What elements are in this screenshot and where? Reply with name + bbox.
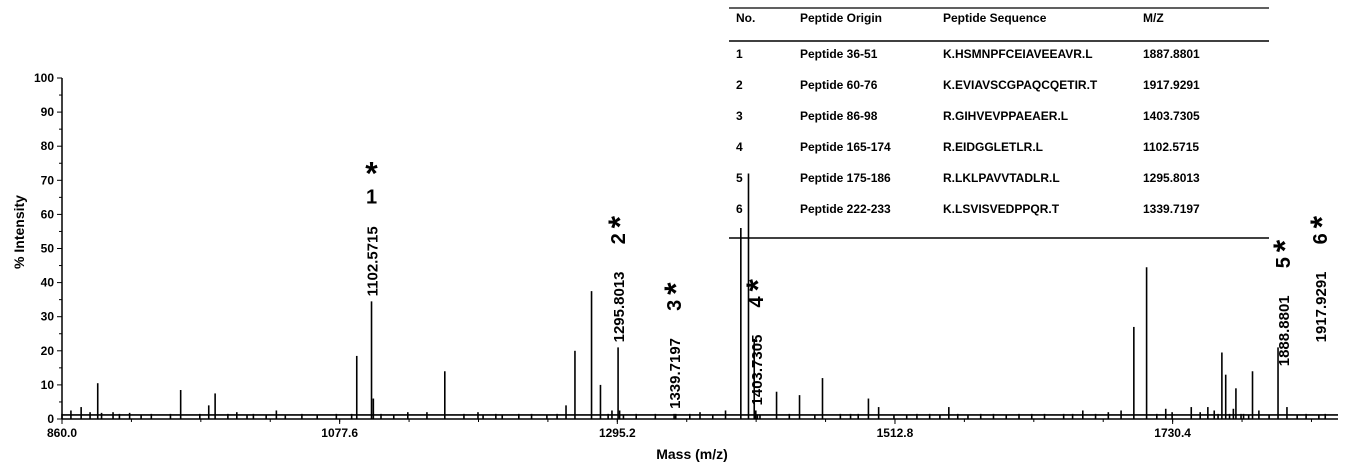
table-header-cell: No. xyxy=(736,11,755,25)
y-tick-label: 40 xyxy=(41,276,55,290)
peak-star: * xyxy=(740,278,776,291)
table-cell: 3 xyxy=(736,109,743,123)
peak-star: * xyxy=(1304,215,1340,228)
peak-star: * xyxy=(365,155,378,191)
x-tick-label: 1512.8 xyxy=(877,426,914,440)
table-cell: 4 xyxy=(736,140,743,154)
x-tick-label: 1730.4 xyxy=(1154,426,1191,440)
x-tick-label: 860.0 xyxy=(47,426,77,440)
y-axis-label: % Intensity xyxy=(11,195,27,269)
peak-mass-label: 1888.8801 xyxy=(1276,295,1293,366)
peak-mass-label: 1295.8013 xyxy=(611,271,628,342)
table-cell: 1295.8013 xyxy=(1143,171,1200,185)
peak-number: 1 xyxy=(366,186,377,208)
table-cell: Peptide 36-51 xyxy=(800,47,878,61)
y-tick-label: 10 xyxy=(41,378,55,392)
table-cell: 6 xyxy=(736,202,743,216)
table-cell: 1 xyxy=(736,47,743,61)
peak-mass-label: 1917.9291 xyxy=(1313,271,1330,342)
y-tick-label: 60 xyxy=(41,207,55,221)
peak-mass-label: 1403.7305 xyxy=(749,335,766,406)
table-cell: 1102.5715 xyxy=(1143,140,1199,154)
table-cell: Peptide 60-76 xyxy=(800,78,878,92)
peptide-table: No. Peptide Origin Peptide Sequence M/Z 1 Pep… xyxy=(729,7,1269,239)
y-tick-label: 90 xyxy=(41,105,55,119)
y-tick-label: 100 xyxy=(34,71,54,85)
y-tick-label: 70 xyxy=(41,173,55,187)
table-cell: K.EVIAVSCGPAQCQETIR.T xyxy=(943,78,1098,92)
table-cell: 1887.8801 xyxy=(1143,47,1200,61)
table-cell: 1339.7197 xyxy=(1143,202,1200,216)
peak-star: * xyxy=(658,282,694,295)
peak-number: 4 xyxy=(746,295,768,307)
x-tick-label: 1295.2 xyxy=(599,426,636,440)
peak-number: 3 xyxy=(664,300,686,311)
table-header-cell: Peptide Sequence xyxy=(943,11,1047,25)
table-cell: 1917.9291 xyxy=(1143,78,1200,92)
peak-mass-label: 1102.5715 xyxy=(365,226,382,296)
table-cell: R.EIDGGLETLR.L xyxy=(943,140,1043,154)
table-cell: 1403.7305 xyxy=(1143,109,1200,123)
table-cell: 5 xyxy=(736,171,743,185)
y-tick-label: 20 xyxy=(41,344,55,358)
table-cell: Peptide 175-186 xyxy=(800,171,891,185)
y-tick-label: 0 xyxy=(47,412,54,426)
spectrum-series xyxy=(61,173,1338,419)
table-header-cell: M/Z xyxy=(1143,11,1164,25)
table-cell: R.GIHVEVPPAEAER.L xyxy=(943,109,1068,123)
y-tick-label: 80 xyxy=(41,139,55,153)
peak-number: 2 xyxy=(608,233,630,244)
table-cell: K.LSVISVEDPPQR.T xyxy=(943,202,1060,216)
peak-annotations: 1102.57151*1295.80132*1339.71973*1403.73… xyxy=(365,155,1341,409)
table-cell: Peptide 222-233 xyxy=(800,202,891,216)
x-tick-label: 1077.6 xyxy=(321,426,358,440)
peak-star: * xyxy=(602,215,638,228)
table-cell: K.HSMNPFCEIAVEEAVR.L xyxy=(943,47,1093,61)
peak-star: * xyxy=(1267,239,1303,252)
table-cell: Peptide 86-98 xyxy=(800,109,878,123)
table-cell: R.LKLPAVVTADLR.L xyxy=(943,171,1060,185)
peak-number: 6 xyxy=(1310,233,1332,244)
table-header-cell: Peptide Origin xyxy=(800,11,882,25)
x-axis-label: Mass (m/z) xyxy=(656,446,728,462)
chart-ticks: 0 10 20 30 40 50 60 70 80 90 100 860.0 1077.6 1295.2 1… xyxy=(34,71,1312,440)
y-tick-label: 30 xyxy=(41,310,55,324)
table-cell: Peptide 165-174 xyxy=(800,140,891,154)
table-cell: 2 xyxy=(736,78,743,92)
y-tick-label: 50 xyxy=(41,242,55,256)
peak-number: 5 xyxy=(1273,257,1295,268)
peak-mass-label: 1339.7197 xyxy=(667,338,684,409)
